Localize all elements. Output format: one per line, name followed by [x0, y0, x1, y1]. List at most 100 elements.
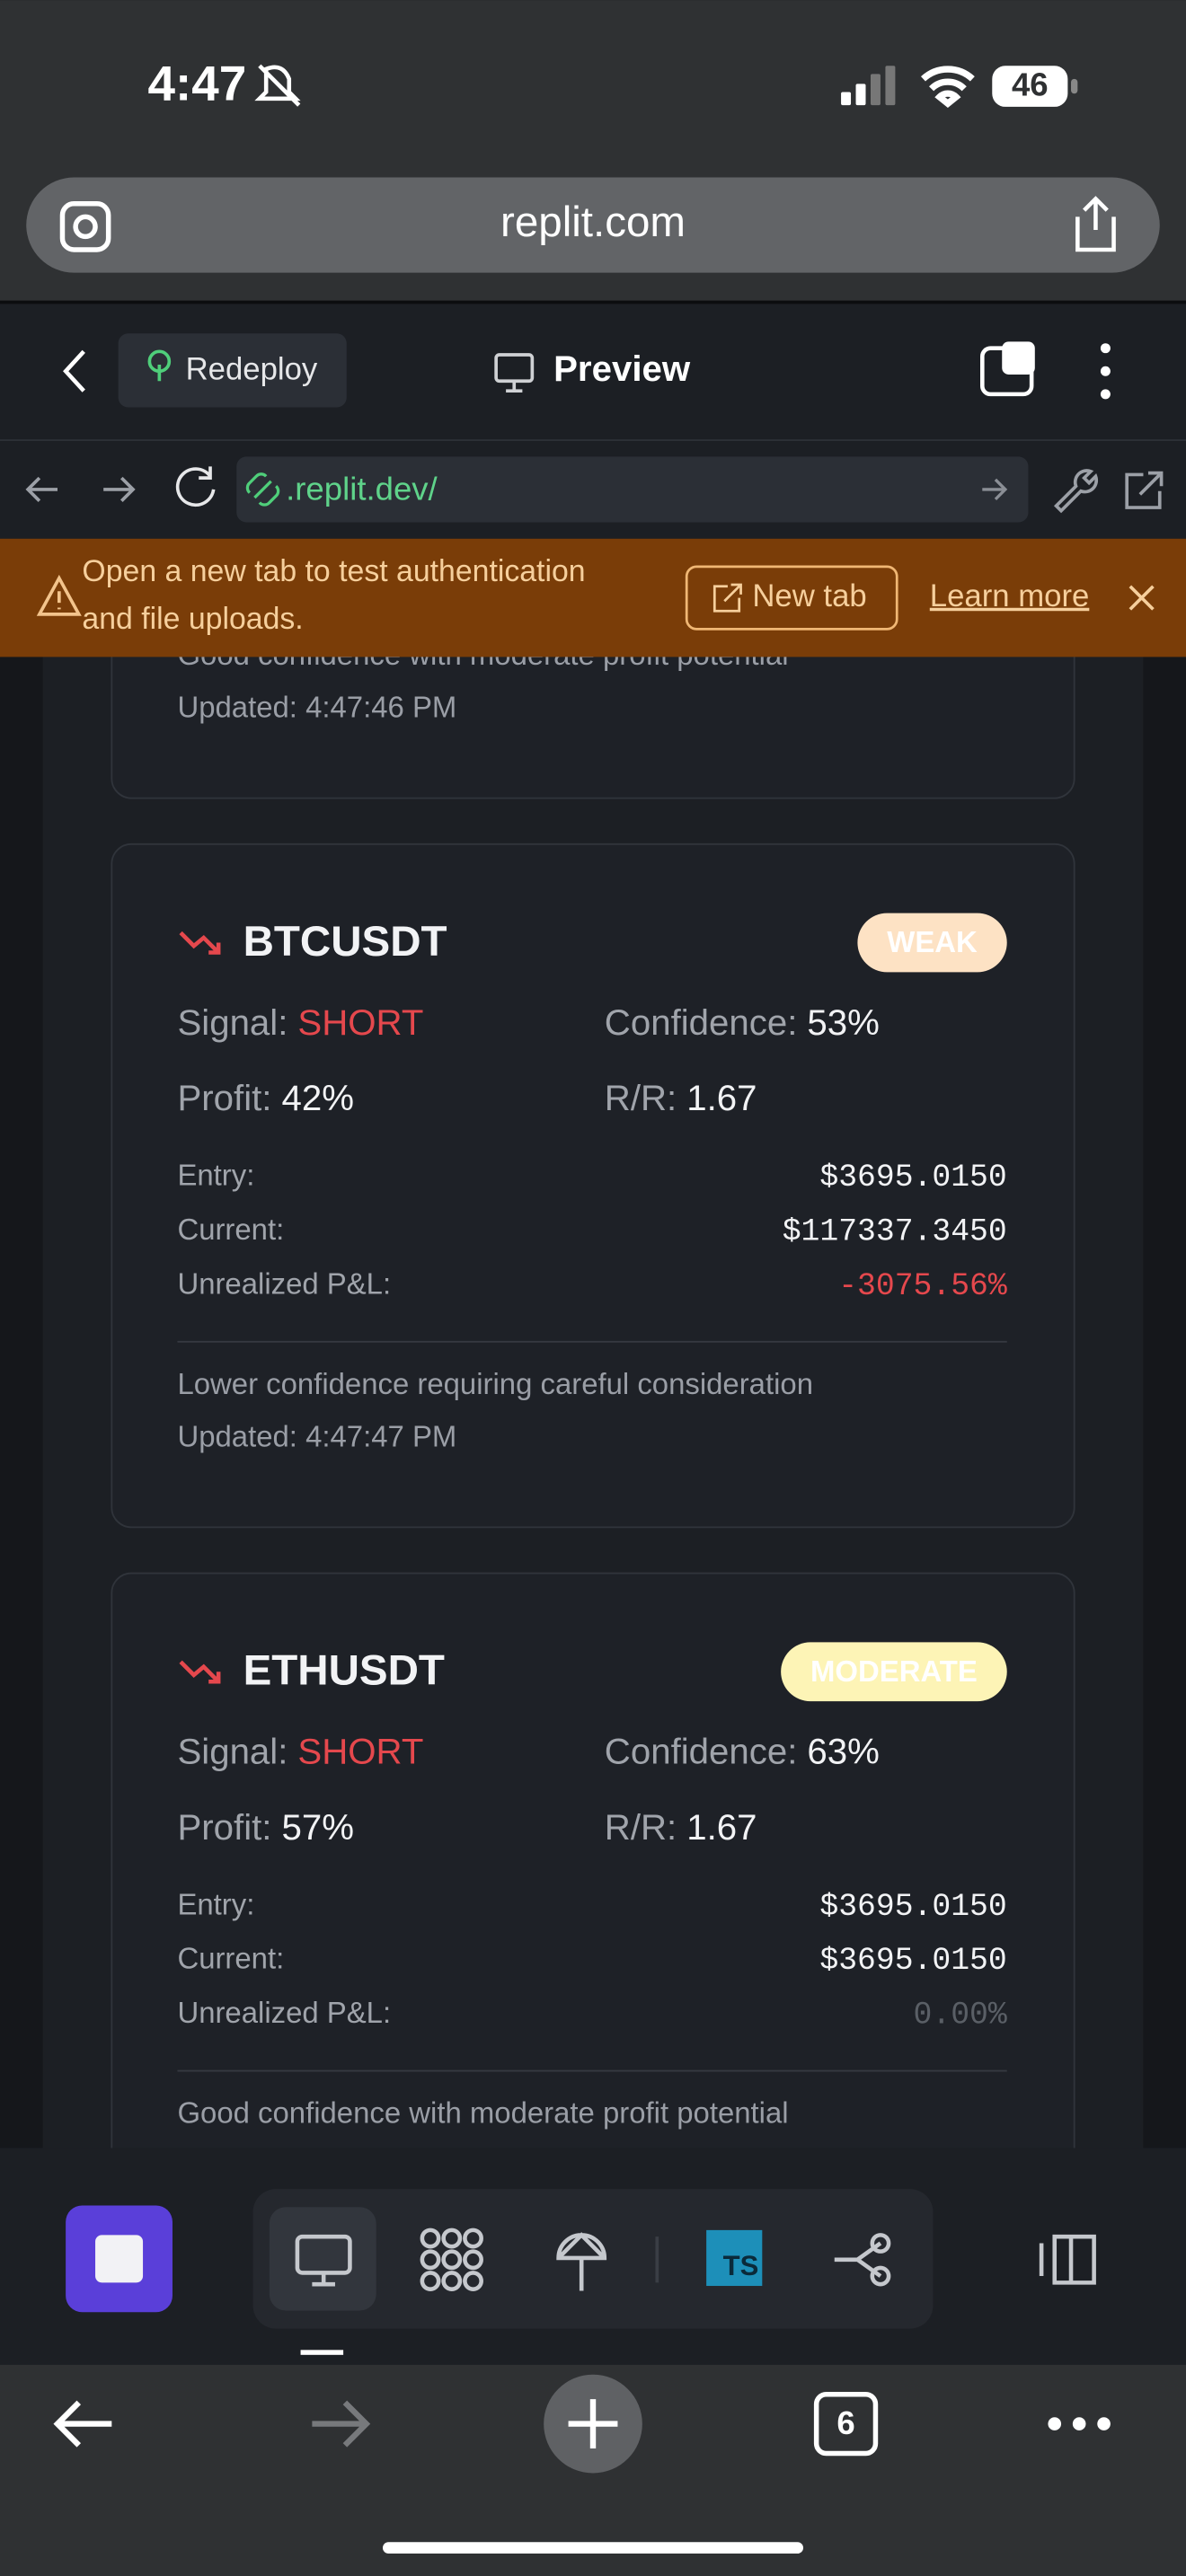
page-indicator	[300, 2350, 344, 2355]
tool-selected	[269, 2207, 376, 2311]
more-menu[interactable]	[1100, 343, 1111, 400]
risk-reward-value: 1.67	[686, 1078, 757, 1118]
nav-icons[interactable]	[25, 466, 216, 507]
new-tab-label[interactable]: New tab	[752, 579, 866, 613]
signal: Signal: SHORT	[177, 1731, 423, 1771]
strength-label: MODERATE	[810, 1654, 978, 1688]
confidence: Confidence: 53%	[605, 1002, 880, 1043]
plus-icon	[568, 2399, 618, 2449]
redeploy-button[interactable]	[118, 333, 347, 408]
new-tab-icon	[712, 583, 742, 613]
current-value: $117337.3450	[783, 1214, 1007, 1249]
risk-reward-label: R/R:	[605, 1806, 677, 1847]
pnl-label: Unrealized P&L:	[177, 1996, 391, 2029]
profit-label: Profit:	[177, 1078, 271, 1118]
current-label: Current:	[177, 1942, 284, 1975]
banner-message: Open a new tab to test authentication	[82, 554, 585, 588]
share-icon[interactable]	[1075, 196, 1116, 252]
entry-label: Entry:	[177, 1159, 254, 1192]
pnl-value: -3075.56%	[838, 1269, 1007, 1304]
battery-tip	[1071, 78, 1078, 94]
signal-label: Signal:	[177, 1002, 288, 1043]
profit: Profit: 57%	[177, 1806, 354, 1847]
card-updated: Updated: 4:47:47 PM	[177, 1419, 456, 1452]
current-value: $3695.0150	[819, 1944, 1006, 1979]
preview-title: Preview	[553, 348, 691, 389]
warning-icon	[36, 574, 82, 616]
wifi-icon	[920, 66, 975, 108]
back-button[interactable]	[63, 349, 85, 393]
preview-icon	[494, 353, 535, 393]
entry-value: $3695.0150	[819, 1160, 1006, 1195]
pnl-value: 0.00%	[914, 1998, 1007, 2033]
typescript-badge[interactable]	[706, 2229, 763, 2287]
new-tab-button[interactable]	[685, 565, 898, 631]
warning-banner	[0, 538, 1186, 657]
current-label: Current:	[177, 1213, 284, 1246]
profit-value: 42%	[281, 1078, 354, 1118]
signal-icon	[841, 66, 896, 106]
stop-icon	[95, 2235, 144, 2283]
entry-value: $3695.0150	[819, 1890, 1006, 1925]
strength-badge	[857, 913, 1007, 973]
profit: Profit: 42%	[177, 1078, 354, 1118]
signal-value: SHORT	[297, 1002, 423, 1043]
tabs-icon-front	[1002, 341, 1035, 375]
address-text[interactable]: replit.com	[500, 198, 686, 246]
dev-url-field[interactable]	[236, 456, 1029, 523]
safari-back[interactable]	[53, 2400, 112, 2448]
card-updated: Updated: 4:47:46 PM	[177, 691, 456, 724]
risk-reward: R/R: 1.67	[605, 1806, 757, 1847]
profit-label: Profit:	[177, 1806, 271, 1847]
card-symbol: BTCUSDT	[243, 918, 447, 966]
card-list: Good confidence with moderate profit pot…	[111, 590, 1075, 2258]
pnl-label: Unrealized P&L:	[177, 1266, 391, 1300]
address-bar[interactable]	[26, 177, 1160, 273]
open-external-icon[interactable]	[1125, 471, 1164, 509]
mute-icon	[254, 64, 301, 107]
battery-icon	[992, 66, 1068, 107]
home-indicator	[382, 2542, 804, 2554]
tabs-button[interactable]	[813, 2391, 879, 2457]
confidence-value: 53%	[807, 1002, 880, 1043]
devtools-icon[interactable]	[1053, 469, 1099, 514]
signal-label: Signal:	[177, 1731, 288, 1771]
confidence-label: Confidence:	[605, 1731, 798, 1771]
safari-more[interactable]	[1048, 2417, 1111, 2430]
tab-count[interactable]: 6	[836, 2404, 854, 2441]
close-banner[interactable]	[1128, 585, 1155, 611]
lens-icon[interactable]	[59, 201, 111, 252]
confidence-value: 63%	[807, 1731, 880, 1771]
learn-more-link[interactable]: Learn more	[930, 579, 1090, 613]
redeploy-label[interactable]: Redeploy	[186, 352, 318, 386]
banner-message: and file uploads.	[82, 602, 303, 636]
typescript-label[interactable]: TS	[723, 2250, 759, 2281]
signal-card	[111, 842, 1075, 1529]
card-note: Good confidence with moderate profit pot…	[177, 2096, 788, 2130]
dev-url[interactable]: .replit.dev/	[286, 470, 438, 507]
go-icon[interactable]	[982, 478, 1008, 501]
card-note: Lower confidence requiring careful consi…	[177, 1367, 813, 1400]
profit-value: 57%	[281, 1806, 354, 1847]
status-time: 4:47	[148, 55, 247, 110]
risk-reward-value: 1.67	[686, 1806, 757, 1847]
entry-label: Entry:	[177, 1887, 254, 1920]
battery-level: 46	[1012, 66, 1049, 103]
trend-down-icon	[179, 931, 221, 955]
tool-icons[interactable]	[295, 2228, 1096, 2291]
deploy-icon	[147, 349, 172, 382]
signal-value: SHORT	[297, 1731, 423, 1771]
trend-down-icon	[179, 1660, 221, 1684]
safari-forward[interactable]	[312, 2400, 371, 2448]
risk-reward-label: R/R:	[605, 1078, 677, 1118]
signal: Signal: SHORT	[177, 1002, 423, 1043]
link-icon	[245, 472, 280, 507]
confidence: Confidence: 63%	[605, 1731, 880, 1771]
card-symbol: ETHUSDT	[243, 1647, 445, 1695]
confidence-label: Confidence:	[605, 1002, 798, 1043]
strength-badge	[781, 1642, 1007, 1702]
risk-reward: R/R: 1.67	[605, 1078, 757, 1118]
strength-label: WEAK	[887, 925, 978, 958]
